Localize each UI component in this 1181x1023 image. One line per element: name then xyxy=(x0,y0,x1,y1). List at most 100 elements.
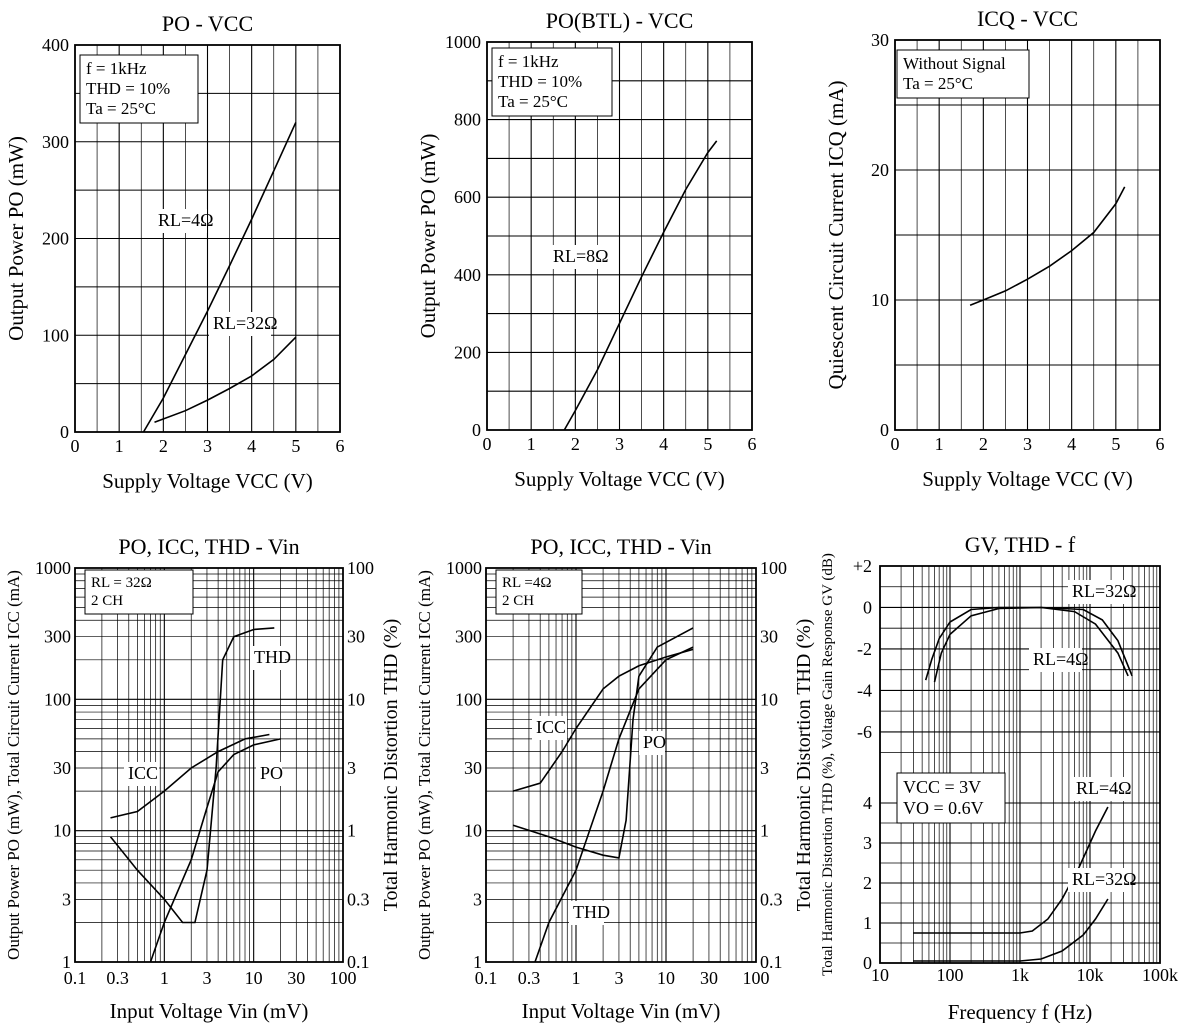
y2-tick-label: 30 xyxy=(347,627,365,647)
chart-gv-thd-f: 10 100 1k 10k 100k +2 0 -2 -4 -6 0 1 2 3 4 GV, THD - f F… xyxy=(820,532,1178,1023)
condition-text: THD = 10% xyxy=(86,79,170,98)
x-tick-label: 0.1 xyxy=(64,968,87,988)
y-tick-label: 300 xyxy=(44,627,71,647)
y-tick-label: 1000 xyxy=(446,558,482,578)
series-label: RL=32Ω xyxy=(213,313,278,333)
y-tick-label: 3 xyxy=(473,889,482,909)
x-tick-label: 5 xyxy=(1111,434,1120,454)
y-tick-label: 400 xyxy=(42,35,69,55)
thd-tick-label: 1 xyxy=(863,913,872,933)
condition-text: f = 1kHz xyxy=(86,59,147,78)
condition-text: f = 1kHz xyxy=(498,52,559,71)
y-tick-label: 1 xyxy=(473,952,482,972)
series-line xyxy=(149,738,281,963)
y-axis-label: Output Power PO (mW) xyxy=(416,134,440,339)
chart-title: PO, ICC, THD - Vin xyxy=(530,534,711,559)
x-tick-label: 3 xyxy=(1023,434,1032,454)
x-tick-label: 4 xyxy=(1067,434,1076,454)
conditions-box xyxy=(491,47,613,117)
label-background xyxy=(1068,580,1130,604)
plot-frame xyxy=(74,567,344,963)
y2-tick-label: 0.1 xyxy=(760,952,783,972)
series-label: RL=32Ω xyxy=(1072,581,1137,601)
series-line xyxy=(512,648,694,792)
x-tick-label: 0.3 xyxy=(106,968,129,988)
x-axis-label: Supply Voltage VCC (V) xyxy=(922,467,1133,491)
condition-text: 2 CH xyxy=(91,593,123,609)
series-label: THD xyxy=(573,902,610,922)
thd-tick-label: 3 xyxy=(863,833,872,853)
series-label: PO xyxy=(260,763,283,783)
thd-tick-label: 4 xyxy=(863,793,872,813)
label-background xyxy=(569,901,604,925)
series-label: RL=32Ω xyxy=(1072,869,1137,889)
label-background xyxy=(1068,868,1130,892)
series-label: PO xyxy=(643,732,666,752)
y-axis-label: Output Power PO (mW) xyxy=(4,136,28,341)
x-tick-label: 3 xyxy=(615,434,624,454)
x-tick-label: 2 xyxy=(159,436,168,456)
y2-tick-label: 3 xyxy=(760,758,769,778)
series-line xyxy=(933,606,1129,683)
x-tick-label: 1 xyxy=(115,436,124,456)
x-tick-label: 3 xyxy=(614,968,623,988)
label-background xyxy=(549,245,602,269)
y2-tick-label: 1 xyxy=(347,821,356,841)
y-tick-label: 600 xyxy=(454,187,481,207)
gv-tick-label: -2 xyxy=(857,639,872,659)
condition-text: THD = 10% xyxy=(498,72,582,91)
conditions-box xyxy=(79,54,199,124)
x-tick-label: 2 xyxy=(571,434,580,454)
y-tick-label: 200 xyxy=(42,229,69,249)
y-tick-label: 20 xyxy=(871,160,889,180)
x-tick-label: 10k xyxy=(1077,965,1104,985)
y-tick-label: 30 xyxy=(871,30,889,50)
x-tick-label: 0.3 xyxy=(518,968,541,988)
y-axis-label: Output Power PO (mW), Total Circuit Curr… xyxy=(4,570,23,960)
gv-tick-label: -6 xyxy=(857,722,872,742)
series-line xyxy=(924,606,1133,681)
y2-tick-label: 3 xyxy=(347,758,356,778)
gv-tick-label: +2 xyxy=(853,556,872,576)
y-tick-label: 10 xyxy=(871,290,889,310)
x-axis-label: Frequency f (Hz) xyxy=(948,1000,1093,1023)
x-tick-label: 100k xyxy=(1142,965,1178,985)
y-tick-label: 800 xyxy=(454,110,481,130)
y-tick-label: 0 xyxy=(880,420,889,440)
y-tick-label: 3 xyxy=(62,889,71,909)
label-background xyxy=(209,312,271,336)
y2-tick-label: 0.3 xyxy=(760,889,783,909)
y-tick-label: 1 xyxy=(62,952,71,972)
y2-tick-label: 100 xyxy=(760,558,787,578)
series-line xyxy=(142,122,297,433)
series-line xyxy=(913,806,1109,934)
y-tick-label: 300 xyxy=(42,132,69,152)
chart-title: PO, ICC, THD - Vin xyxy=(118,534,299,559)
series-label: RL=4Ω xyxy=(158,210,214,230)
condition-text: 2 CH xyxy=(502,593,534,609)
y-axis-label: Output Power PO (mW), Total Circuit Curr… xyxy=(415,570,434,960)
chart-icq-vcc: 0 1 2 3 4 5 6 0 10 20 30 ICQ - VCC Supply Voltage VC… xyxy=(824,6,1165,491)
x-tick-label: 10 xyxy=(657,968,675,988)
y2-tick-label: 0.1 xyxy=(347,952,370,972)
y-tick-label: 300 xyxy=(455,627,482,647)
conditions-box xyxy=(84,569,194,615)
y2-tick-label: 10 xyxy=(760,689,778,709)
y2-tick-label: 30 xyxy=(760,627,778,647)
x-tick-label: 30 xyxy=(700,968,718,988)
series-line xyxy=(563,140,718,431)
x-tick-label: 1k xyxy=(1011,965,1029,985)
gv-tick-label: -4 xyxy=(857,680,872,700)
condition-text: RL = 32Ω xyxy=(91,575,152,591)
plot-frame xyxy=(486,41,753,431)
series-line xyxy=(534,646,694,963)
y-tick-label: 100 xyxy=(455,689,482,709)
series-label: RL=8Ω xyxy=(553,246,609,266)
chart-po-vcc: 0 1 2 3 4 5 6 0 100 200 300 400 PO - VCC Supply Volta… xyxy=(4,11,345,493)
conditions-box xyxy=(896,49,1030,99)
label-background xyxy=(154,209,207,233)
condition-text: Ta = 25°C xyxy=(86,99,156,118)
chart-pobtl-vcc: 0 1 2 3 4 5 6 0 200 400 600 800 1000 PO(BTL) - VCC Sup… xyxy=(416,8,757,491)
x-tick-label: 30 xyxy=(287,968,305,988)
chart-title: GV, THD - f xyxy=(965,532,1076,557)
